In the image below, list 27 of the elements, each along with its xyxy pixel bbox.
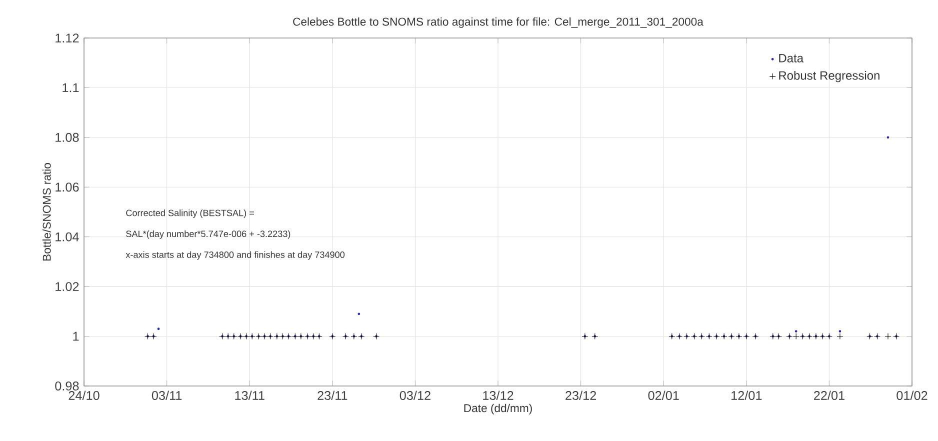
- y-tick-label: 1.08: [56, 132, 79, 142]
- x-tick-label: 13/12: [483, 390, 514, 400]
- x-tick-label: 02/01: [648, 390, 679, 400]
- legend-label: Data: [779, 54, 804, 62]
- y-tick-label: 1.12: [56, 34, 79, 42]
- annotation: SAL*(day number*5.747e-006 + -3.2233): [126, 230, 290, 239]
- annotation: x-axis starts at day 734800 and finishes at day 734900: [126, 251, 345, 260]
- y-tick-label: 1: [73, 332, 79, 341]
- x-tick-label: 12/01: [732, 390, 762, 400]
- x-axis-title: Date (dd/mm): [464, 404, 532, 414]
- annotation: Corrected Salinity (BESTSAL) =: [126, 210, 254, 218]
- y-tick-label: 1.02: [56, 282, 79, 292]
- y-tick-label: 1.06: [56, 182, 79, 192]
- legend-label: Robust Regression: [779, 70, 880, 82]
- x-tick-label: 03/12: [400, 390, 430, 400]
- y-axis-title: Bottle/SNOMS ratio: [42, 163, 51, 261]
- x-tick-label: 24/10: [68, 390, 100, 400]
- y-tick-label: 1.1: [62, 83, 79, 92]
- y-tick-label: 1.04: [56, 232, 79, 242]
- x-tick-label: 22/01: [814, 390, 844, 400]
- y-tick-label: 0.98: [55, 382, 79, 390]
- x-tick-label: 23/11: [318, 390, 348, 400]
- x-tick-label: 23/12: [566, 390, 596, 400]
- chart-title: Celebes Bottle to SNOMS ratio against time for file: Cel_merge_2011_301_2000a: [293, 17, 704, 28]
- x-tick-label: 13/11: [235, 390, 264, 400]
- x-tick-label: 03/11: [152, 390, 182, 400]
- x-tick-label: 01/02: [896, 390, 928, 400]
